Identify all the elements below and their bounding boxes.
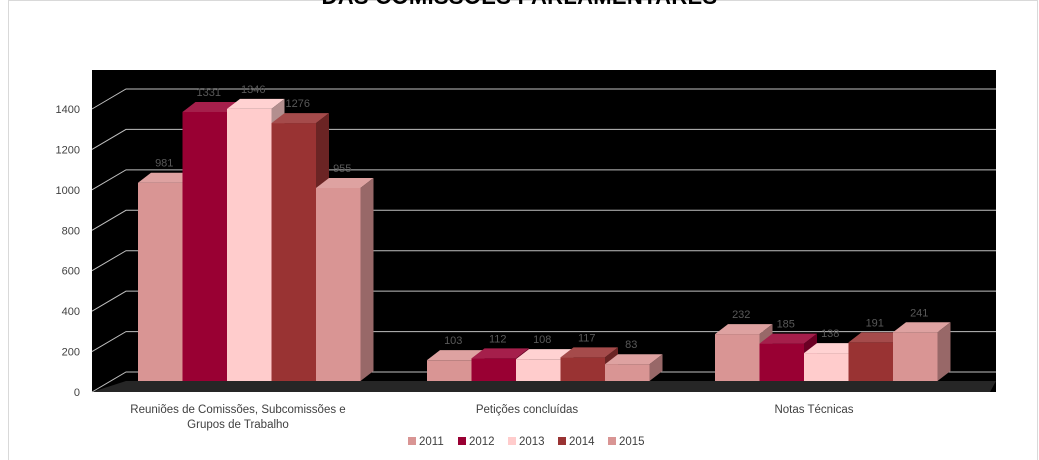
bar-front (848, 342, 893, 381)
data-labels: 981 1331 1346 1276 955 103 112 108 117 83 232 185 13… (155, 84, 928, 351)
bar-front (715, 334, 760, 381)
bar (715, 324, 773, 381)
bar-top (605, 354, 663, 365)
bar-front (804, 353, 849, 381)
data-label: 1346 (241, 84, 265, 96)
bar-top (893, 322, 951, 333)
gridline (91, 290, 996, 312)
bar-top (516, 349, 574, 360)
y-tick-label: 800 (62, 225, 80, 237)
bar-front (516, 359, 561, 381)
bar (316, 177, 374, 381)
bar-front (560, 357, 605, 381)
y-tick-label: 0 (74, 387, 80, 399)
y-tick-label: 1400 (56, 104, 80, 116)
chart-frame (8, 0, 1038, 460)
bar-top (848, 332, 906, 343)
gridline (91, 88, 996, 110)
gridline (91, 250, 996, 272)
bar-top (271, 113, 329, 124)
bar (893, 322, 951, 381)
legend: 2011 2012 2013 2014 2015 (408, 436, 645, 448)
legend-swatch (508, 437, 516, 445)
bar-top (759, 333, 817, 344)
bars (138, 98, 951, 382)
legend-label: 2015 (619, 436, 645, 448)
legend-swatch (558, 437, 566, 445)
legend-label: 2011 (419, 436, 444, 448)
legend-item: 2014 (558, 436, 595, 448)
gridline (91, 128, 996, 150)
category-label: Petições concluídas (476, 404, 579, 416)
data-label: 191 (866, 317, 884, 329)
bar-top (427, 350, 485, 361)
y-tick-label: 200 (62, 347, 80, 359)
legend-label: 2013 (519, 436, 545, 448)
category-label: Reuniões de Comissões, Subcomissões e Gru… (130, 404, 345, 431)
bar-front (759, 343, 804, 381)
gridline (91, 209, 996, 231)
bar-top (560, 347, 618, 358)
legend-item: 2012 (458, 436, 495, 448)
y-tick-label: 1000 (56, 185, 80, 197)
data-label: 1331 (197, 87, 221, 99)
bar-front (893, 332, 938, 381)
data-label: 185 (777, 319, 795, 331)
data-label: 1276 (286, 98, 310, 110)
data-label: 117 (578, 332, 596, 344)
bar-side (360, 177, 374, 381)
legend-item: 2013 (508, 436, 545, 448)
y-tick-label: 600 (62, 266, 80, 278)
gridline (91, 169, 996, 191)
data-label: 83 (625, 339, 637, 351)
bar-side (649, 354, 663, 381)
gridline (91, 371, 996, 393)
gridline (91, 331, 996, 353)
data-label: 112 (489, 333, 507, 345)
legend-swatch (608, 437, 616, 445)
data-label: 138 (821, 328, 839, 340)
bar-top (316, 177, 374, 188)
data-label: 232 (732, 309, 750, 321)
bar-top (715, 324, 773, 335)
bar-top (804, 343, 862, 354)
bar-front (182, 111, 227, 381)
bar (605, 354, 663, 381)
data-label: 103 (444, 335, 462, 347)
gridlines (91, 88, 996, 393)
chart-floor (92, 381, 996, 392)
y-axis: 0 200 400 600 800 1000 1200 1400 (56, 104, 80, 399)
bar-top (471, 348, 529, 359)
bar-front (138, 182, 183, 381)
bar-front (605, 364, 650, 381)
legend-item: 2015 (608, 436, 645, 448)
bar-front (271, 123, 316, 382)
bar-front (316, 187, 361, 381)
bar-top (227, 98, 285, 109)
bar-front (471, 358, 516, 381)
y-tick-label: 1200 (56, 144, 80, 156)
y-tick-label: 400 (62, 306, 80, 318)
bar-front (227, 108, 272, 381)
category-label: Notas Técnicas (774, 404, 853, 416)
legend-item: 2011 (408, 436, 444, 448)
bar-front (427, 360, 472, 381)
x-axis: Reuniões de Comissões, Subcomissões e Gru… (130, 404, 853, 431)
bar-top (138, 172, 196, 183)
legend-swatch (408, 437, 416, 445)
data-label: 981 (155, 158, 173, 170)
legend-label: 2014 (569, 436, 595, 448)
legend-label: 2012 (469, 436, 495, 448)
chart-title: DAS COMISSÕES PARLAMENTARES (0, 0, 1039, 10)
legend-swatch (458, 437, 466, 445)
bar-side (937, 322, 951, 381)
data-label: 108 (533, 334, 551, 346)
data-label: 241 (910, 307, 928, 319)
data-label: 955 (333, 163, 351, 175)
bar-top (182, 101, 240, 112)
